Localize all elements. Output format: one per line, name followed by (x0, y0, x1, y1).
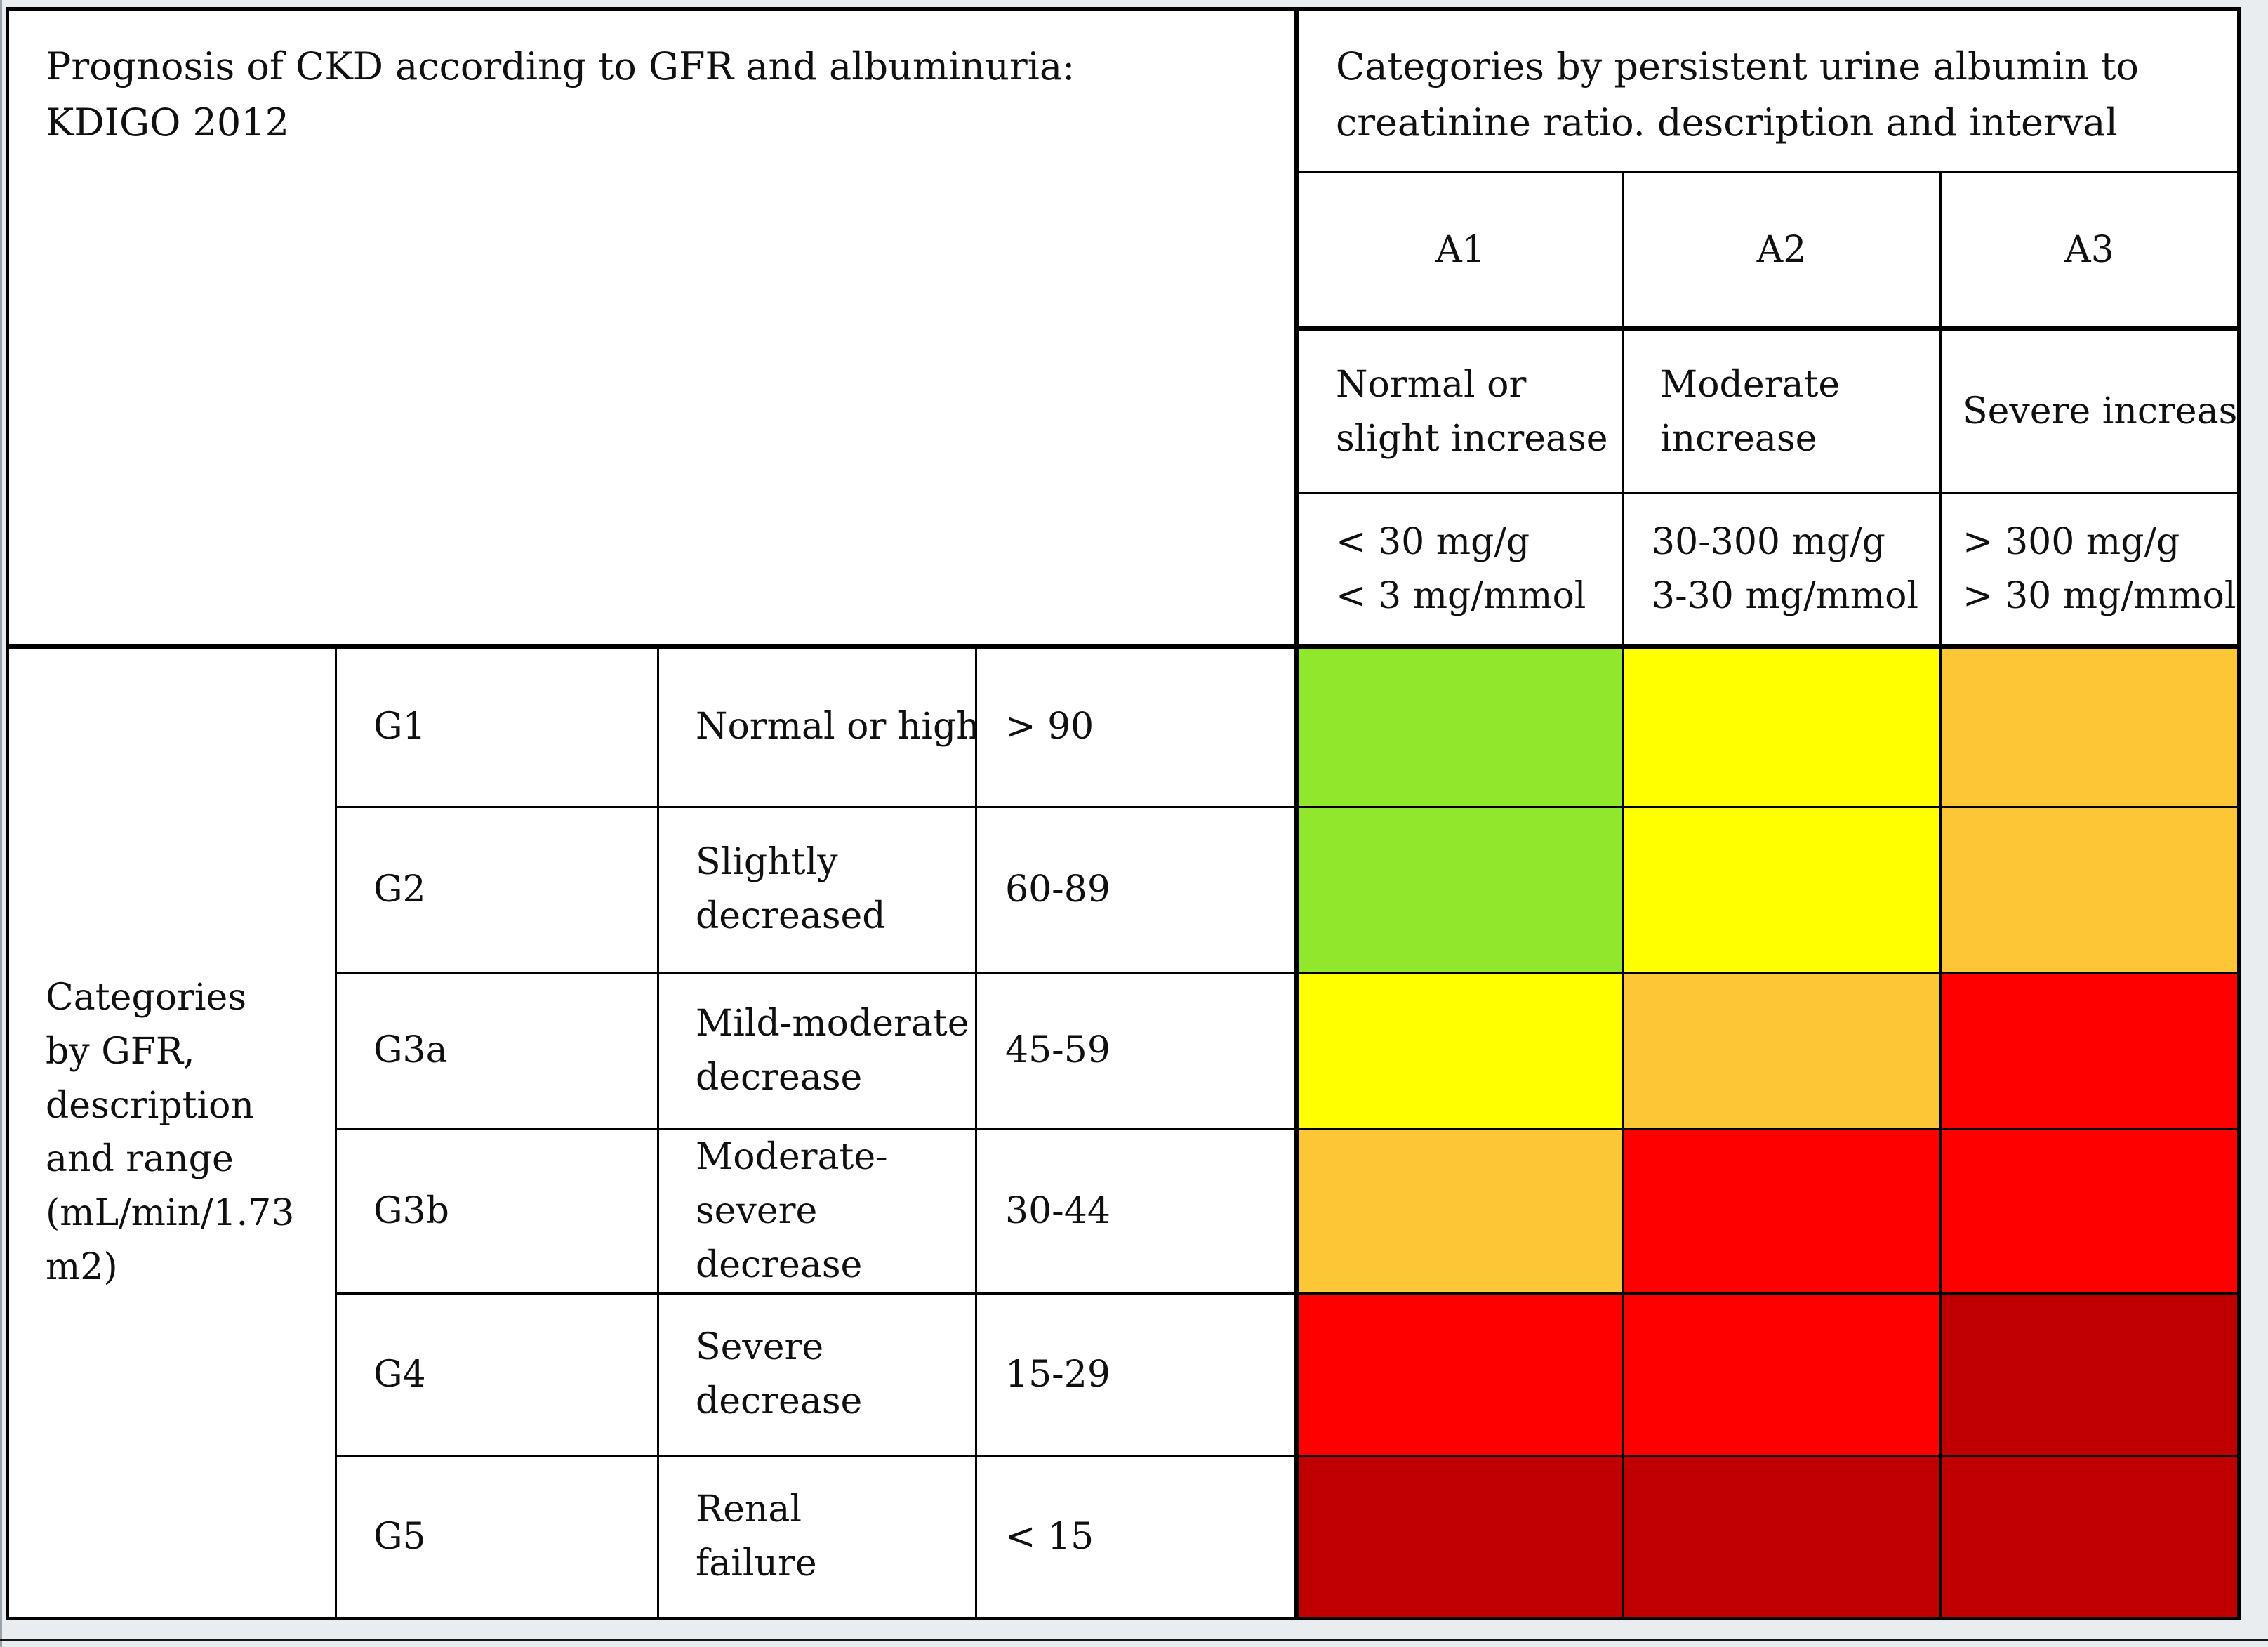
albuminuria-desc-a1: Normal or slight increase (1299, 331, 1624, 495)
albuminuria-code-a1: A1 (1299, 173, 1624, 331)
risk-cell-g5-a1 (1299, 1457, 1624, 1617)
albuminuria-desc-a3: Severe increase (1942, 331, 2237, 495)
risk-cell-g3a-a2 (1624, 974, 1942, 1130)
risk-cell-g3b-a2 (1624, 1130, 1942, 1295)
gfr-desc-g1: Normal or high (659, 649, 977, 808)
risk-cell-g4-a1 (1299, 1295, 1624, 1457)
risk-cell-g2-a1 (1299, 807, 1624, 974)
gfr-desc-g3a: Mild-moderate decrease (659, 974, 977, 1130)
risk-cell-g1-a3 (1942, 649, 2237, 808)
gfr-desc-g5: Renal failure (659, 1457, 977, 1617)
risk-cell-g1-a2 (1624, 649, 1942, 808)
gfr-desc-g2: Slightly decreased (659, 807, 977, 974)
gfr-desc-g3b: Moderate- severe decrease (659, 1130, 977, 1295)
gfr-header: Categories by GFR, description and range… (9, 649, 337, 1617)
albuminuria-code-a3: A3 (1942, 173, 2237, 331)
gfr-range-g1: > 90 (977, 649, 1299, 808)
table-title: Prognosis of CKD according to GFR and al… (9, 11, 1299, 649)
gfr-desc-g4: Severe decrease (659, 1295, 977, 1457)
risk-cell-g5-a2 (1624, 1457, 1942, 1617)
risk-cell-g3a-a1 (1299, 974, 1624, 1130)
figure-left-edge-line (0, 0, 2, 1647)
risk-cell-g3a-a3 (1942, 974, 2237, 1130)
risk-cell-g4-a2 (1624, 1295, 1942, 1457)
gfr-range-g2: 60-89 (977, 807, 1299, 974)
albuminuria-code-a2: A2 (1624, 173, 1942, 331)
gfr-code-g1: G1 (337, 649, 659, 808)
gfr-code-g5: G5 (337, 1457, 659, 1617)
gfr-code-g4: G4 (337, 1295, 659, 1457)
risk-cell-g1-a1 (1299, 649, 1624, 808)
albuminuria-range-a3: > 300 mg/g > 30 mg/mmol (1942, 494, 2237, 649)
gfr-range-g3a: 45-59 (977, 974, 1299, 1130)
albuminuria-range-a2: 30-300 mg/g 3-30 mg/mmol (1624, 494, 1942, 649)
gfr-range-g5: < 15 (977, 1457, 1299, 1617)
risk-cell-g5-a3 (1942, 1457, 2237, 1617)
albuminuria-desc-a2: Moderate increase (1624, 331, 1942, 495)
risk-cell-g3b-a1 (1299, 1130, 1624, 1295)
gfr-code-g2: G2 (337, 807, 659, 974)
risk-cell-g4-a3 (1942, 1295, 2237, 1457)
gfr-code-g3b: G3b (337, 1130, 659, 1295)
gfr-range-g3b: 30-44 (977, 1130, 1299, 1295)
gfr-code-g3a: G3a (337, 974, 659, 1130)
gfr-range-g4: 15-29 (977, 1295, 1299, 1457)
albuminuria-range-a1: < 30 mg/g < 3 mg/mmol (1299, 494, 1624, 649)
kdigo-risk-table: Prognosis of CKD according to GFR and al… (6, 7, 2241, 1620)
risk-cell-g2-a3 (1942, 807, 2237, 974)
risk-cell-g2-a2 (1624, 807, 1942, 974)
albuminuria-header: Categories by persistent urine albumin t… (1299, 11, 2237, 174)
figure-bottom-rule (0, 1639, 2268, 1641)
risk-cell-g3b-a3 (1942, 1130, 2237, 1295)
